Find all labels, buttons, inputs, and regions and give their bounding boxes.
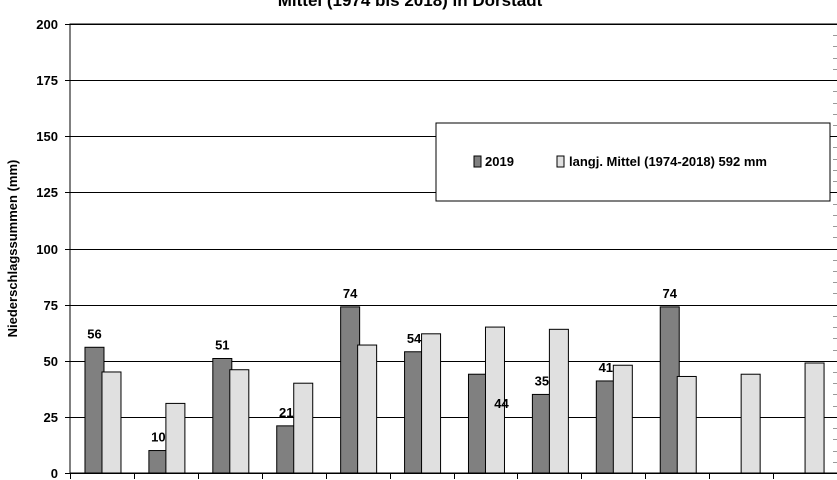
legend-swatch <box>473 155 482 168</box>
bar-mittel <box>229 369 250 474</box>
y-axis-label: Niederschlagssummen (mm) <box>5 160 20 338</box>
legend: 2019 langj. Mittel (1974-2018) 592 mm <box>435 122 831 202</box>
chart-title: Mittel (1974 bis 2018) in Dorstadt <box>278 0 543 10</box>
chart-title-group: Mittel (1974 bis 2018) in Dorstadt <box>278 0 543 10</box>
data-label: 74 <box>343 286 358 301</box>
data-label: 56 <box>87 326 101 341</box>
data-label: 35 <box>535 373 549 388</box>
y-tick-label: 0 <box>51 466 58 480</box>
data-label: 41 <box>599 360 613 375</box>
bar-mittel <box>293 382 314 474</box>
bars <box>84 306 825 474</box>
data-label: 10 <box>151 430 165 445</box>
y-tick-label: 25 <box>44 410 58 425</box>
gridlines <box>69 23 837 474</box>
bar-mittel <box>165 402 186 474</box>
y-axis-ticks: 0 25 50 75 100 125 150 175 200 <box>36 17 70 480</box>
y-axis-label-group: Niederschlagssummen (mm) <box>5 160 20 338</box>
data-label: 44 <box>494 396 509 411</box>
y-tick-label: 175 <box>36 73 58 88</box>
y-tick-label: 125 <box>36 185 58 200</box>
bar-2019 <box>404 351 425 474</box>
legend-label: langj. Mittel (1974-2018) 592 mm <box>569 154 767 169</box>
bar-2019 <box>276 425 297 474</box>
legend-label: 2019 <box>485 154 514 169</box>
x-axis-ticks <box>70 473 774 479</box>
legend-swatch <box>556 155 565 168</box>
bar-2019 <box>84 346 105 474</box>
y-tick-label: 100 <box>36 242 58 257</box>
y-tick-label: 200 <box>36 17 58 32</box>
legend-box <box>435 122 831 202</box>
bar-2019 <box>148 450 169 474</box>
bar-mittel <box>421 333 442 474</box>
data-label: 74 <box>662 286 677 301</box>
bar-mittel <box>484 326 505 474</box>
bar-2019 <box>659 306 680 474</box>
y-tick-label: 50 <box>44 354 58 369</box>
bar-2019 <box>467 373 488 474</box>
bar-2019 <box>531 393 552 474</box>
bar-2019 <box>212 358 233 474</box>
data-label: 21 <box>279 405 293 420</box>
bar-mittel <box>740 373 761 474</box>
y-tick-label: 75 <box>44 298 58 313</box>
bar-2019 <box>340 306 361 474</box>
y-tick-label: 150 <box>36 129 58 144</box>
bar-mittel <box>804 362 825 474</box>
data-label: 54 <box>407 331 422 346</box>
bar-mittel <box>101 371 122 474</box>
plot-area <box>69 23 837 474</box>
bar-2019 <box>595 380 616 474</box>
bar-mittel <box>676 375 697 474</box>
bar-mittel <box>357 344 378 474</box>
data-labels: 56 10 51 21 74 54 44 35 41 74 <box>87 286 677 445</box>
bar-mittel <box>612 364 633 474</box>
bar-mittel <box>548 328 569 474</box>
data-label: 51 <box>215 338 229 353</box>
